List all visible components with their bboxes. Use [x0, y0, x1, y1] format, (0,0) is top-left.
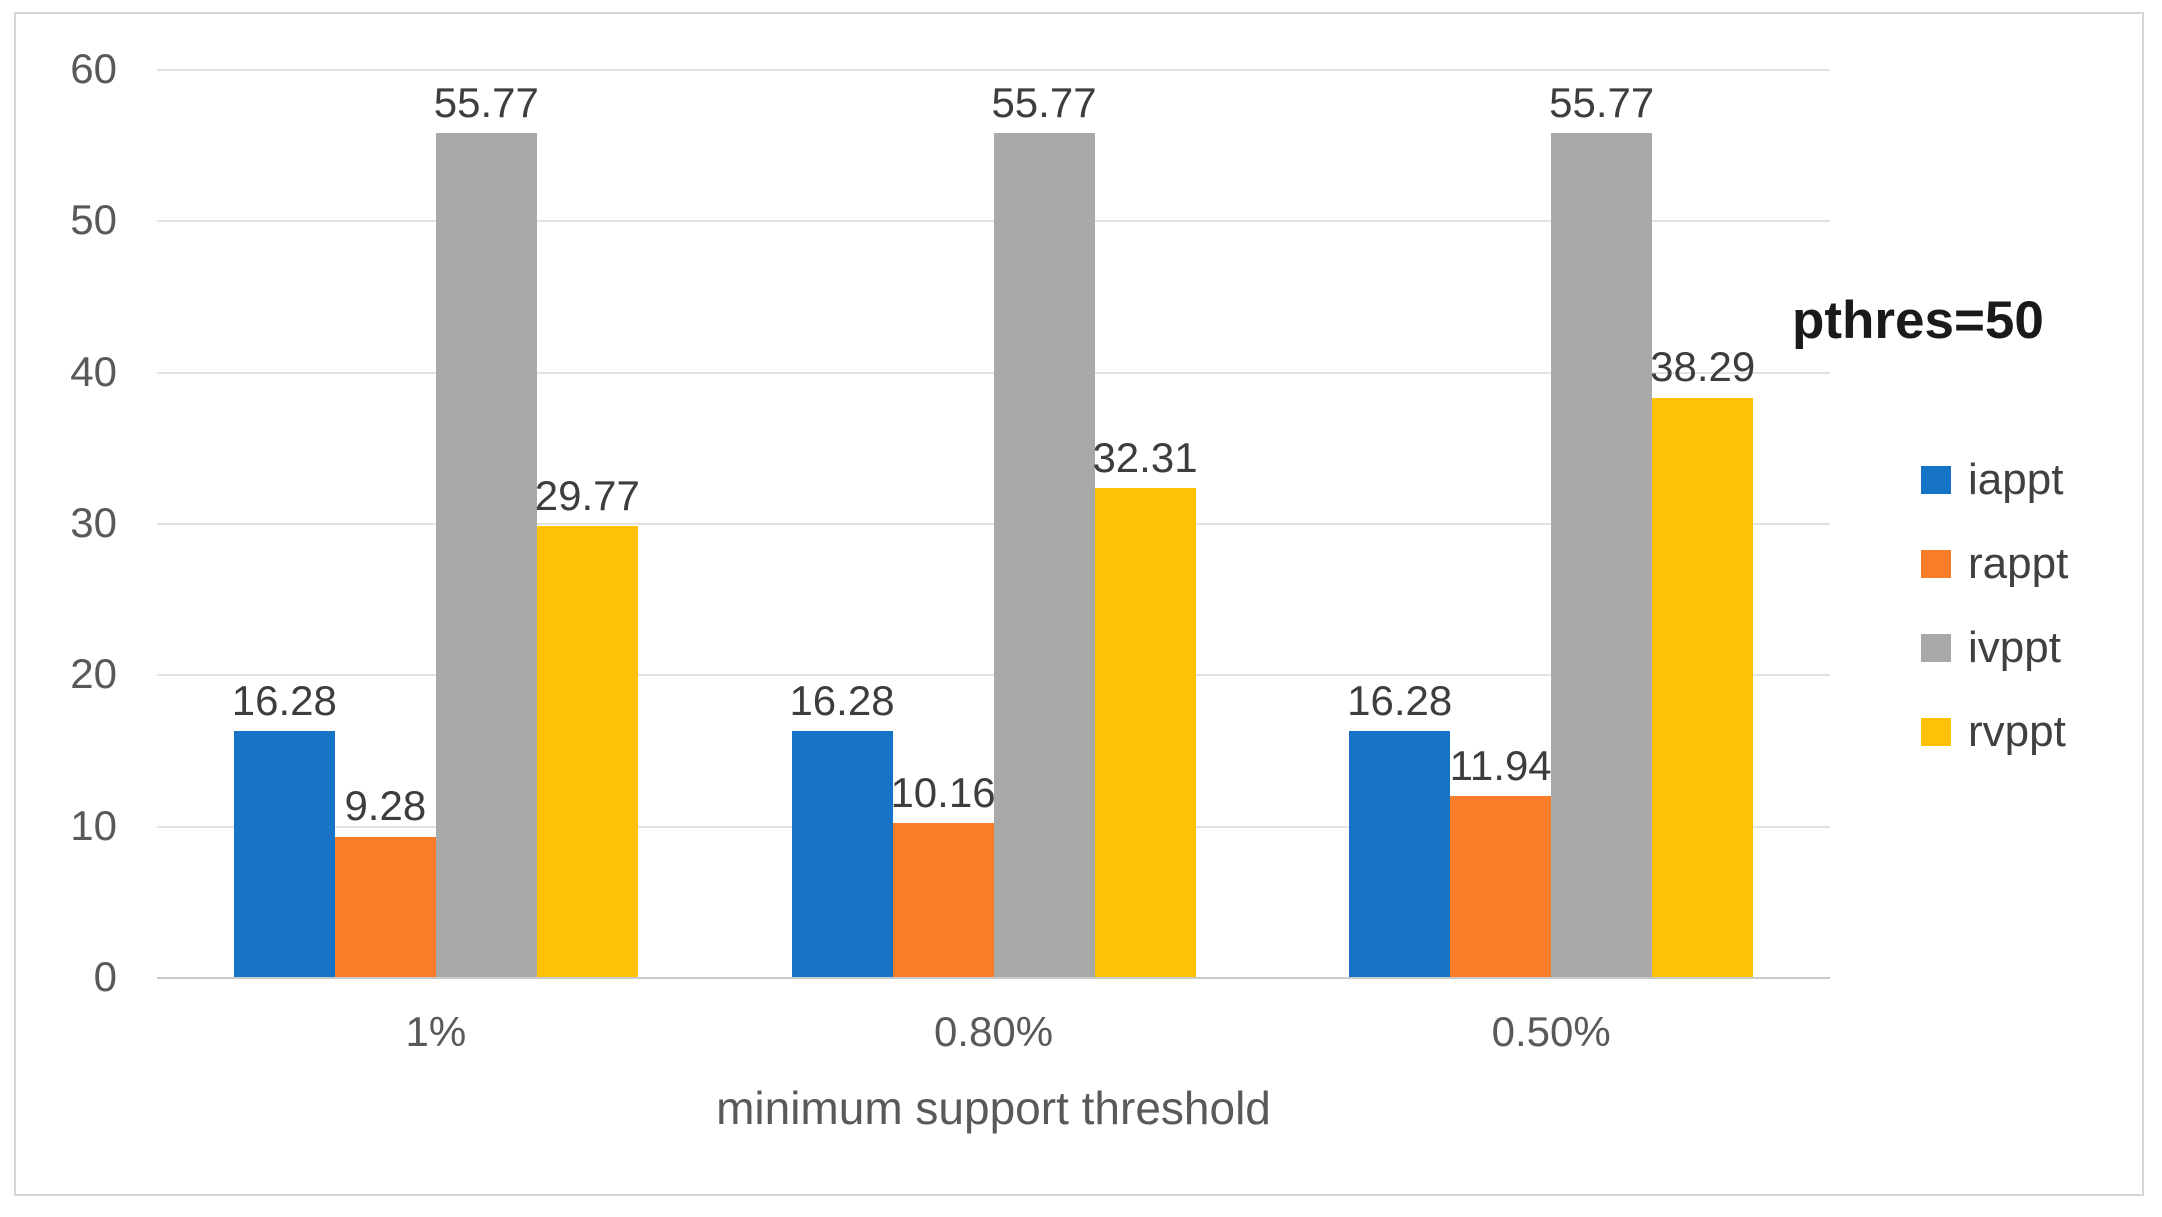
legend-swatch-icon-ivppt	[1921, 634, 1951, 662]
legend-swatch-icon-iappt	[1921, 466, 1951, 494]
x-category-label-0.50%: 0.50%	[1491, 1008, 1611, 1055]
bar-cell-rvppt-0.80%: 32.31	[1092, 433, 1198, 977]
bar-rvppt-0.80%	[1094, 488, 1196, 977]
bar-cell-rappt-1%: 9.28	[334, 782, 436, 977]
data-label-iappt-0.50%: 16.28	[1347, 676, 1453, 724]
legend-swatch-icon-rvppt	[1921, 718, 1951, 746]
data-label-rappt-1%: 9.28	[344, 782, 427, 830]
y-tick-label-50: 50	[70, 196, 117, 244]
data-label-rvppt-0.80%: 32.31	[1092, 433, 1198, 481]
bar-cell-rappt-0.80%: 10.16	[890, 769, 996, 977]
bar-cell-ivppt-0.80%: 55.77	[991, 78, 1097, 977]
data-label-iappt-0.80%: 16.28	[789, 676, 895, 724]
bar-cell-ivppt-0.50%: 55.77	[1549, 78, 1655, 977]
legend: iappt rappt ivppt rvppt	[1921, 456, 2068, 792]
bar-group-0.80%: 16.28 10.16 55.77 32.31	[715, 69, 1273, 977]
bar-cell-ivppt-1%: 55.77	[433, 78, 539, 977]
bar-iappt-1%	[233, 730, 335, 977]
legend-label-ivppt: ivppt	[1968, 623, 2061, 672]
data-label-rvppt-0.50%: 38.29	[1650, 343, 1756, 391]
bar-rappt-1%	[334, 836, 436, 977]
y-tick-label-20: 20	[70, 650, 117, 698]
legend-label-rvppt: rvppt	[1968, 707, 2066, 756]
bar-ivppt-0.80%	[993, 133, 1095, 977]
bar-cell-rappt-0.50%: 11.94	[1449, 742, 1552, 977]
y-tick-label-40: 40	[70, 347, 117, 395]
legend-item-rvppt: rvppt	[1921, 708, 2068, 756]
data-label-iappt-1%: 16.28	[231, 676, 337, 724]
bar-rappt-0.80%	[892, 823, 994, 977]
legend-swatch-icon-rappt	[1921, 550, 1951, 578]
bar-cell-rvppt-1%: 29.77	[534, 472, 640, 977]
data-label-ivppt-0.80%: 55.77	[991, 78, 1097, 126]
gridline-60	[157, 69, 1830, 71]
bar-cell-iappt-0.80%: 16.28	[789, 676, 895, 977]
annotation-pthres: pthres=50	[1792, 291, 2044, 350]
bar-iappt-0.50%	[1349, 730, 1451, 977]
legend-item-iappt: iappt	[1921, 456, 2068, 504]
bar-iappt-0.80%	[791, 730, 893, 977]
bar-ivppt-1%	[435, 133, 537, 977]
bar-rvppt-0.50%	[1652, 397, 1754, 977]
bar-cell-rvppt-0.50%: 38.29	[1650, 343, 1756, 977]
legend-label-iappt: iappt	[1968, 455, 2064, 504]
x-axis-title: minimum support threshold	[716, 1082, 1271, 1134]
bar-group-1%: 16.28 9.28 55.77 29.77	[157, 69, 715, 977]
legend-item-ivppt: ivppt	[1921, 624, 2068, 672]
data-label-rappt-0.80%: 10.16	[890, 769, 996, 817]
y-tick-label-30: 30	[70, 499, 117, 546]
bar-group-0.50%: 16.28 11.94 55.77 38.29	[1272, 69, 1830, 977]
plot-area: 0 10 20 30 40 50 60 16.28 9.28 55.77 29.77 16.28 10…	[70, 48, 1830, 1131]
data-label-ivppt-0.50%: 55.77	[1549, 78, 1655, 126]
legend-item-rappt: rappt	[1921, 540, 2068, 588]
bar-ivppt-0.50%	[1551, 133, 1653, 977]
data-label-rappt-0.50%: 11.94	[1449, 742, 1552, 790]
y-tick-label-60: 60	[70, 45, 117, 92]
y-tick-label-10: 10	[70, 801, 117, 849]
x-category-label-1%: 1%	[405, 1008, 467, 1055]
bar-rappt-0.50%	[1450, 796, 1552, 977]
bar-groups: 16.28 9.28 55.77 29.77 16.28 10.16 55.77 32.31 1…	[157, 69, 1830, 977]
bar-cell-iappt-0.50%: 16.28	[1347, 676, 1453, 977]
legend-label-rappt: rappt	[1968, 539, 2069, 588]
data-label-rvppt-1%: 29.77	[534, 472, 640, 520]
x-axis-line	[157, 977, 1830, 979]
bar-cell-iappt-1%: 16.28	[231, 676, 337, 977]
data-label-ivppt-1%: 55.77	[433, 78, 539, 126]
y-tick-label-0: 0	[93, 953, 117, 1000]
x-category-label-0.80%: 0.80%	[933, 1008, 1054, 1055]
bar-rvppt-1%	[536, 526, 638, 977]
